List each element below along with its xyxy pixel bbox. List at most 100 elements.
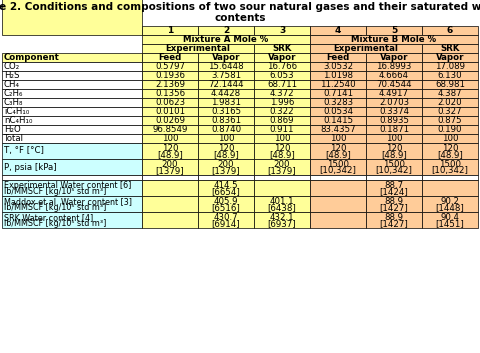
Bar — [254, 71, 310, 80]
Bar — [198, 175, 254, 180]
Bar — [422, 159, 478, 175]
Text: 2.0703: 2.0703 — [379, 98, 409, 107]
Text: nC₄H₁₀: nC₄H₁₀ — [4, 116, 33, 125]
Bar — [254, 89, 310, 98]
Text: 3.7581: 3.7581 — [211, 71, 241, 80]
Text: 0.911: 0.911 — [270, 125, 294, 134]
Bar — [422, 80, 478, 89]
Bar — [2, 175, 142, 180]
Bar — [366, 134, 422, 143]
Bar — [142, 180, 198, 196]
Bar — [142, 71, 198, 80]
Text: 88.9: 88.9 — [384, 197, 404, 206]
Text: 100: 100 — [386, 134, 402, 143]
Text: CO₂: CO₂ — [4, 62, 20, 71]
Bar — [198, 89, 254, 98]
Bar — [422, 89, 478, 98]
Text: [10,342]: [10,342] — [432, 166, 468, 175]
Bar — [366, 107, 422, 116]
Text: 1500: 1500 — [383, 160, 405, 169]
Text: 1.996: 1.996 — [270, 98, 294, 107]
Bar — [198, 98, 254, 107]
Bar — [254, 80, 310, 89]
Text: 0.1871: 0.1871 — [379, 125, 409, 134]
Text: [10,342]: [10,342] — [320, 166, 357, 175]
Text: 2.1369: 2.1369 — [155, 80, 185, 89]
Bar — [198, 143, 254, 159]
Bar — [198, 134, 254, 143]
Text: 120: 120 — [218, 144, 234, 153]
Text: 6: 6 — [447, 26, 453, 35]
Bar — [198, 107, 254, 116]
Bar — [254, 125, 310, 134]
Bar — [422, 196, 478, 212]
Bar — [366, 62, 422, 71]
Text: 4.372: 4.372 — [270, 89, 294, 98]
Text: [1427]: [1427] — [380, 203, 408, 212]
Text: Maddox et al. Water content [3]: Maddox et al. Water content [3] — [4, 197, 132, 206]
Bar — [254, 98, 310, 107]
Text: 0.869: 0.869 — [270, 116, 294, 125]
Text: CH₄: CH₄ — [4, 80, 20, 89]
Bar — [422, 62, 478, 71]
Bar — [254, 196, 310, 212]
Text: 83.4357: 83.4357 — [320, 125, 356, 134]
Bar — [366, 26, 422, 35]
Text: SRK Water content [4]: SRK Water content [4] — [4, 213, 93, 222]
Text: 0.3374: 0.3374 — [379, 107, 409, 116]
Text: [48.9]: [48.9] — [381, 150, 407, 159]
Text: 405.9: 405.9 — [214, 197, 238, 206]
Bar — [198, 53, 254, 62]
Bar — [2, 212, 142, 228]
Bar — [2, 134, 142, 143]
Bar — [142, 62, 198, 71]
Bar — [366, 71, 422, 80]
Text: [6516]: [6516] — [212, 203, 240, 212]
Text: 0.327: 0.327 — [438, 107, 462, 116]
Bar — [198, 116, 254, 125]
Text: [6937]: [6937] — [268, 219, 296, 228]
Bar — [254, 134, 310, 143]
Text: Vapor: Vapor — [268, 53, 296, 62]
Bar — [254, 143, 310, 159]
Bar — [198, 80, 254, 89]
Text: 200: 200 — [274, 160, 290, 169]
Bar — [2, 116, 142, 125]
Text: 1: 1 — [167, 26, 173, 35]
Text: [6438]: [6438] — [268, 203, 296, 212]
Bar — [422, 26, 478, 35]
Text: Total: Total — [4, 134, 24, 143]
Bar — [422, 125, 478, 134]
Bar — [254, 159, 310, 175]
Bar — [2, 71, 142, 80]
Bar — [310, 53, 366, 62]
Text: Component: Component — [4, 53, 60, 62]
Bar — [142, 196, 198, 212]
Text: [1451]: [1451] — [436, 219, 464, 228]
Text: Feed: Feed — [158, 53, 181, 62]
Bar — [198, 196, 254, 212]
Bar — [198, 71, 254, 80]
Bar — [142, 89, 198, 98]
Bar — [2, 62, 142, 71]
Bar — [422, 53, 478, 62]
Bar — [310, 116, 366, 125]
Bar — [310, 89, 366, 98]
Text: 2: 2 — [223, 26, 229, 35]
Bar — [310, 71, 366, 80]
Bar — [310, 134, 366, 143]
Text: 0.7141: 0.7141 — [323, 89, 353, 98]
Bar — [366, 175, 422, 180]
Bar — [142, 116, 198, 125]
Text: 0.875: 0.875 — [438, 116, 462, 125]
Text: 88.9: 88.9 — [384, 213, 404, 222]
Text: 100: 100 — [442, 134, 458, 143]
Text: lb/MMSCF [kg/10⁵ std m³]: lb/MMSCF [kg/10⁵ std m³] — [4, 203, 107, 212]
Text: [48.9]: [48.9] — [325, 150, 351, 159]
Bar — [198, 180, 254, 196]
Text: 11.2540: 11.2540 — [320, 80, 356, 89]
Text: [48.9]: [48.9] — [157, 150, 183, 159]
Text: 120: 120 — [442, 144, 458, 153]
Text: lb/MMSCF [kg/10⁵ std m³]: lb/MMSCF [kg/10⁵ std m³] — [4, 219, 107, 228]
Bar — [310, 180, 366, 196]
